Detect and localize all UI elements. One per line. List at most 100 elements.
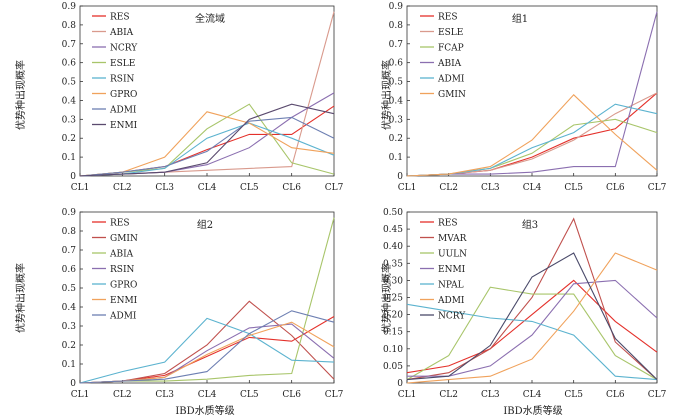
y-tick-label: 0.40 xyxy=(383,242,403,252)
series-line-res xyxy=(79,105,335,177)
y-tick-label: 0.1 xyxy=(389,153,403,163)
y-axis-label-top-left: 优势种出现概率 xyxy=(14,60,27,130)
legend-label: RES xyxy=(110,13,130,23)
x-tick-label: CL2 xyxy=(113,183,132,193)
legend-label: RES xyxy=(438,219,458,229)
series-line-npal xyxy=(406,303,658,381)
series-line-enmi xyxy=(407,279,658,377)
legend-label: ENMI xyxy=(110,296,138,306)
y-tick-label: 0.10 xyxy=(383,345,403,355)
series-line-gpro xyxy=(79,317,335,384)
series-line-enmi xyxy=(79,321,335,384)
y-tick-label: 0.5 xyxy=(62,78,77,88)
y-tick-label: 0.2 xyxy=(389,134,403,144)
y-tick-label: 0.15 xyxy=(383,328,403,338)
series-line-admi xyxy=(406,252,658,384)
legend-label: ABIA xyxy=(109,28,134,38)
legend-label: UULN xyxy=(438,250,467,260)
x-axis-label-bottom-right: IBD水质等级 xyxy=(503,404,562,417)
x-tick-label: CL1 xyxy=(71,390,90,400)
y-tick-label: 0 xyxy=(397,379,403,389)
x-tick-label: CL6 xyxy=(606,390,625,400)
x-tick-label: CL7 xyxy=(325,183,344,193)
x-tick-label: CL4 xyxy=(523,390,542,400)
x-tick-label: CL1 xyxy=(398,390,417,400)
y-tick-label: 0.5 xyxy=(62,284,77,294)
y-tick-label: 0.7 xyxy=(62,246,77,256)
x-tick-label: CL4 xyxy=(523,183,542,193)
legend-label: ENMI xyxy=(110,121,138,131)
x-tick-label: CL3 xyxy=(481,183,500,193)
y-tick-label: 0.05 xyxy=(383,362,403,372)
chart-panel-1: 0 0.1 0.2 0.3 0.4 0.5 0.6 0.7 0.8 0.9 CL1 CL2 CL3 CL4… xyxy=(62,2,344,193)
y-tick-label: 0.6 xyxy=(62,59,77,69)
x-tick-label: CL1 xyxy=(71,183,90,193)
legend-label: NPAL xyxy=(438,281,464,291)
y-tick-label: 0.3 xyxy=(62,322,77,332)
y-axis-label-bottom-left: 优势种出现概率 xyxy=(14,263,27,333)
x-tick-label: CL5 xyxy=(240,183,259,193)
panel-title: 组2 xyxy=(197,218,213,231)
y-tick-label: 0.45 xyxy=(383,225,403,235)
y-tick-label: 0.6 xyxy=(62,265,77,275)
y-tick-label: 0.4 xyxy=(62,303,77,313)
legend-label: RES xyxy=(438,13,458,23)
x-tick-label: CL6 xyxy=(282,390,301,400)
y-tick-label: 0.2 xyxy=(62,134,76,144)
series-line-uuln xyxy=(406,286,658,381)
y-tick-label: 0.8 xyxy=(62,21,77,31)
y-tick-label: 0.9 xyxy=(389,2,404,12)
chart-panel-4: 0 0.05 0.10 0.15 0.20 0.25 0.30 0.35 0.40 0.45 0.5… xyxy=(383,208,667,400)
y-tick-label: 0.8 xyxy=(389,21,404,31)
series-line-ncry xyxy=(406,252,658,381)
legend-label: GPRO xyxy=(110,281,137,291)
x-tick-label: CL4 xyxy=(198,390,217,400)
x-tick-label: CL1 xyxy=(398,183,417,193)
legend-label: NCRY xyxy=(438,312,466,322)
series-line-res xyxy=(406,279,658,374)
y-tick-label: 0.3 xyxy=(62,115,77,125)
x-tick-label: CL5 xyxy=(240,390,259,400)
legend-label: ADMI xyxy=(109,106,137,116)
legend-label: MVAR xyxy=(438,234,467,244)
legend-label: ABIA xyxy=(437,59,462,69)
series-line-mvar xyxy=(406,217,658,381)
legend-label: RSIN xyxy=(110,265,134,275)
legend-label: ADMI xyxy=(109,312,137,322)
y-tick-label: 0.7 xyxy=(62,40,77,50)
y-tick-label: 0.6 xyxy=(389,59,404,69)
x-tick-label: CL3 xyxy=(481,390,500,400)
y-tick-label: 0 xyxy=(397,172,403,182)
series-line-rsin xyxy=(79,323,335,384)
y-tick-label: 0.50 xyxy=(383,208,403,218)
series-line-gmin xyxy=(406,94,658,177)
legend-label: ESLE xyxy=(110,59,135,69)
y-tick-label: 0.1 xyxy=(62,153,76,163)
legend-label: RES xyxy=(110,219,130,229)
x-tick-label: CL7 xyxy=(648,183,667,193)
series-line-admi xyxy=(79,116,335,177)
x-tick-label: CL5 xyxy=(564,390,583,400)
panel-title: 组3 xyxy=(522,218,538,231)
y-axis-label-top-right: 优势种出现概率 xyxy=(380,60,393,130)
y-tick-label: 0.4 xyxy=(389,96,404,106)
x-tick-label: CL7 xyxy=(648,390,667,400)
y-tick-label: 0.25 xyxy=(383,294,403,304)
x-tick-label: CL2 xyxy=(439,183,458,193)
y-tick-label: 0.4 xyxy=(62,96,77,106)
legend-label: FCAP xyxy=(438,44,464,54)
legend-label: ADMI xyxy=(437,75,465,85)
y-tick-label: 0.5 xyxy=(389,78,404,88)
chart-panel-3: 0 0.1 0.2 0.3 0.4 0.5 0.6 0.7 0.8 0.9 CL1 CL2 CL3 CL4… xyxy=(62,208,344,400)
legend-label: ESLE xyxy=(438,28,463,38)
legend-label: ADMI xyxy=(437,296,465,306)
y-tick-label: 0.3 xyxy=(389,115,404,125)
x-tick-label: CL3 xyxy=(155,183,174,193)
y-tick-label: 0 xyxy=(70,379,76,389)
legend-label: GPRO xyxy=(110,90,137,100)
x-axis-label-bottom-left: IBD水质等级 xyxy=(175,404,234,417)
y-tick-label: 0.8 xyxy=(62,227,77,237)
x-tick-label: CL7 xyxy=(325,390,344,400)
x-tick-label: CL2 xyxy=(439,390,458,400)
series-line-admi xyxy=(79,310,335,384)
